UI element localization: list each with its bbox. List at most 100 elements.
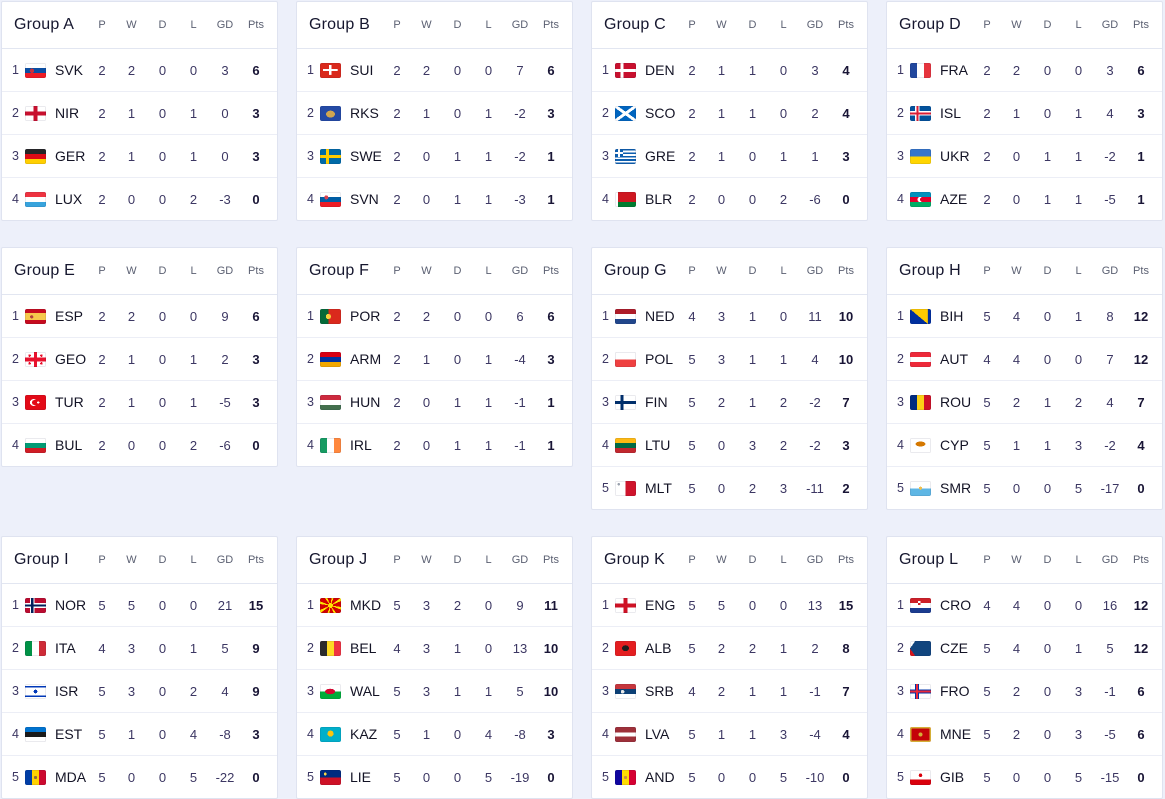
lva-flag-icon (615, 726, 636, 742)
stat-w: 3 (717, 308, 726, 324)
column-header-pts: Pts (248, 19, 264, 31)
stat-w: 3 (422, 640, 431, 656)
column-header-gd: GD (511, 19, 529, 31)
team-row[interactable]: 3 FIN 5 2 1 2 -2 7 (592, 380, 867, 423)
stat-w: 1 (127, 148, 136, 164)
team-row[interactable]: 3 SRB 4 2 1 1 -1 7 (592, 669, 867, 712)
aut-flag-icon (910, 351, 931, 367)
column-header-pts: Pts (1133, 19, 1149, 31)
team-row[interactable]: 4 CYP 5 1 1 3 -2 4 (887, 423, 1162, 466)
team-row[interactable]: 2 ITA 4 3 0 1 5 9 (2, 626, 277, 669)
flag-cell (615, 726, 642, 742)
team-row[interactable]: 2 RKS 2 1 0 1 -2 3 (297, 91, 572, 134)
stat-pts: 4 (842, 105, 850, 121)
team-row[interactable]: 2 ALB 5 2 2 1 2 8 (592, 626, 867, 669)
team-row[interactable]: 1 NED 4 3 1 0 11 10 (592, 295, 867, 337)
team-row[interactable]: 4 SVN 2 0 1 1 -3 1 (297, 177, 572, 220)
team-row[interactable]: 2 GEO 2 1 0 1 2 3 (2, 337, 277, 380)
position-label: 3 (897, 395, 904, 409)
team-row[interactable]: 2 NIR 2 1 0 1 0 3 (2, 91, 277, 134)
team-row[interactable]: 1 CRO 4 4 0 0 16 12 (887, 584, 1162, 626)
team-row[interactable]: 2 AUT 4 4 0 0 7 12 (887, 337, 1162, 380)
team-row[interactable]: 3 SWE 2 0 1 1 -2 1 (297, 134, 572, 177)
column-header-d: D (453, 19, 462, 31)
team-row[interactable]: 5 LIE 5 0 0 5 -19 0 (297, 755, 572, 798)
column-header-gd: GD (806, 265, 824, 277)
position-label: 5 (602, 770, 609, 784)
group-table: Group A P W D L GD Pts 1 SVK 2 2 0 0 3 6 2 NIR 2 1 0 1 0 3 3 GER… (1, 1, 278, 221)
stat-d: 3 (748, 437, 757, 453)
stat-w: 0 (717, 191, 726, 207)
stat-pts: 7 (1137, 394, 1145, 410)
stat-pts: 3 (1137, 105, 1145, 121)
column-header-pts: Pts (543, 19, 559, 31)
flag-cell (320, 308, 347, 324)
team-row[interactable]: 3 FRO 5 2 0 3 -1 6 (887, 669, 1162, 712)
table-header-row: Group D P W D L GD Pts (887, 2, 1162, 49)
team-row[interactable]: 4 EST 5 1 0 4 -8 3 (2, 712, 277, 755)
team-row[interactable]: 4 BLR 2 0 0 2 -6 0 (592, 177, 867, 220)
ned-flag-icon (615, 308, 636, 324)
team-row[interactable]: 3 ROU 5 2 1 2 4 7 (887, 380, 1162, 423)
team-row[interactable]: 2 POL 5 3 1 1 4 10 (592, 337, 867, 380)
team-row[interactable]: 2 ARM 2 1 0 1 -4 3 (297, 337, 572, 380)
team-row[interactable]: 2 SCO 2 1 1 0 2 4 (592, 91, 867, 134)
stat-gd: 16 (1102, 597, 1118, 613)
team-row[interactable]: 2 ISL 2 1 0 1 4 3 (887, 91, 1162, 134)
team-code: AZE (940, 191, 968, 207)
team-row[interactable]: 3 ISR 5 3 0 2 4 9 (2, 669, 277, 712)
team-row[interactable]: 3 TUR 2 1 0 1 -5 3 (2, 380, 277, 423)
stat-w: 0 (422, 191, 431, 207)
stat-l: 1 (1074, 148, 1083, 164)
team-row[interactable]: 3 WAL 5 3 1 1 5 10 (297, 669, 572, 712)
team-row[interactable]: 3 HUN 2 0 1 1 -1 1 (297, 380, 572, 423)
team-row[interactable]: 1 SUI 2 2 0 0 7 6 (297, 49, 572, 91)
team-row[interactable]: 2 BEL 4 3 1 0 13 10 (297, 626, 572, 669)
stat-d: 0 (453, 62, 462, 78)
stat-w: 0 (1012, 769, 1021, 785)
team-row[interactable]: 1 DEN 2 1 1 0 3 4 (592, 49, 867, 91)
flag-cell (910, 726, 937, 742)
team-row[interactable]: 1 BIH 5 4 0 1 8 12 (887, 295, 1162, 337)
team-row[interactable]: 4 LVA 5 1 1 3 -4 4 (592, 712, 867, 755)
team-row[interactable]: 5 MDA 5 0 0 5 -22 0 (2, 755, 277, 798)
team-row[interactable]: 1 SVK 2 2 0 0 3 6 (2, 49, 277, 91)
stat-l: 0 (484, 597, 493, 613)
stat-d: 1 (748, 683, 757, 699)
team-row[interactable]: 1 NOR 5 5 0 0 21 15 (2, 584, 277, 626)
team-row[interactable]: 4 KAZ 5 1 0 4 -8 3 (297, 712, 572, 755)
stat-p: 4 (688, 308, 696, 324)
stat-l: 1 (189, 351, 198, 367)
rou-flag-icon (910, 394, 931, 410)
team-row[interactable]: 4 BUL 2 0 0 2 -6 0 (2, 423, 277, 466)
team-row[interactable]: 2 CZE 5 4 0 1 5 12 (887, 626, 1162, 669)
team-row[interactable]: 1 FRA 2 2 0 0 3 6 (887, 49, 1162, 91)
stat-w: 0 (422, 394, 431, 410)
stat-d: 0 (1043, 308, 1052, 324)
team-row[interactable]: 5 SMR 5 0 0 5 -17 0 (887, 466, 1162, 509)
team-row[interactable]: 4 AZE 2 0 1 1 -5 1 (887, 177, 1162, 220)
position-label: 4 (12, 192, 19, 206)
team-row[interactable]: 5 AND 5 0 0 5 -10 0 (592, 755, 867, 798)
stat-w: 2 (422, 62, 431, 78)
group-title: Group E (14, 262, 75, 279)
team-row[interactable]: 4 LUX 2 0 0 2 -3 0 (2, 177, 277, 220)
team-row[interactable]: 5 GIB 5 0 0 5 -15 0 (887, 755, 1162, 798)
team-row[interactable]: 5 MLT 5 0 2 3 -11 2 (592, 466, 867, 509)
stat-l: 1 (779, 640, 788, 656)
team-row[interactable]: 1 MKD 5 3 2 0 9 11 (297, 584, 572, 626)
team-row[interactable]: 1 ESP 2 2 0 0 9 6 (2, 295, 277, 337)
team-row[interactable]: 1 ENG 5 5 0 0 13 15 (592, 584, 867, 626)
team-code: MLT (645, 480, 672, 496)
column-header-pts: Pts (1133, 554, 1149, 566)
team-row[interactable]: 4 IRL 2 0 1 1 -1 1 (297, 423, 572, 466)
team-row[interactable]: 4 MNE 5 2 0 3 -5 6 (887, 712, 1162, 755)
team-row[interactable]: 3 GRE 2 1 0 1 1 3 (592, 134, 867, 177)
team-row[interactable]: 1 POR 2 2 0 0 6 6 (297, 295, 572, 337)
team-row[interactable]: 4 LTU 5 0 3 2 -2 3 (592, 423, 867, 466)
team-row[interactable]: 3 UKR 2 0 1 1 -2 1 (887, 134, 1162, 177)
column-header-w: W (126, 554, 137, 566)
team-row[interactable]: 3 GER 2 1 0 1 0 3 (2, 134, 277, 177)
team-code: DEN (645, 62, 675, 78)
stat-l: 0 (484, 62, 493, 78)
